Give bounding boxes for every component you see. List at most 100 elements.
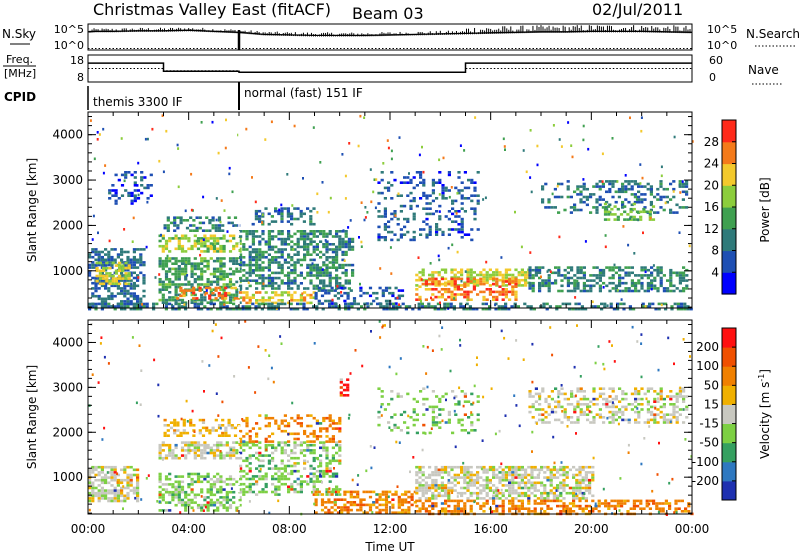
range-gate-cell bbox=[495, 291, 498, 294]
range-gate-cell bbox=[242, 449, 245, 452]
range-gate-cell bbox=[508, 484, 511, 487]
range-gate-cell bbox=[223, 499, 226, 502]
range-gate-cell bbox=[511, 474, 514, 477]
range-gate-cell bbox=[325, 430, 328, 433]
range-gate-cell bbox=[290, 223, 293, 226]
range-gate-cell bbox=[393, 413, 396, 416]
range-gate-cell bbox=[404, 498, 407, 501]
range-gate-cell bbox=[284, 452, 287, 455]
range-gate-cell bbox=[313, 433, 316, 436]
range-gate-cell bbox=[290, 433, 293, 436]
range-gate-cell bbox=[126, 479, 129, 482]
range-gate-cell bbox=[274, 491, 277, 494]
range-gate-cell bbox=[213, 481, 216, 484]
range-gate-cell bbox=[159, 278, 162, 281]
range-gate-cell bbox=[168, 299, 171, 302]
noise-cell bbox=[196, 240, 198, 243]
range-gate-cell bbox=[505, 288, 508, 291]
range-gate-cell bbox=[650, 191, 653, 194]
range-gate-cell bbox=[429, 233, 432, 236]
range-gate-cell bbox=[660, 269, 663, 272]
range-gate-cell bbox=[130, 489, 133, 492]
noise-cell bbox=[359, 283, 361, 286]
noise-cell bbox=[264, 138, 266, 141]
range-gate-cell bbox=[322, 274, 325, 277]
range-gate-cell bbox=[425, 207, 428, 210]
range-gate-cell bbox=[290, 417, 293, 420]
range-gate-cell bbox=[290, 215, 293, 218]
range-gate-cell bbox=[268, 285, 271, 288]
range-gate-cell bbox=[482, 296, 485, 299]
range-gate-cell bbox=[212, 227, 215, 230]
range-gate-cell bbox=[335, 444, 338, 447]
range-gate-cell bbox=[165, 299, 168, 302]
range-gate-cell bbox=[121, 264, 124, 267]
range-gate-cell bbox=[325, 493, 328, 496]
range-gate-cell bbox=[255, 256, 258, 259]
range-gate-cell bbox=[249, 230, 252, 233]
range-gate-cell bbox=[309, 266, 312, 269]
range-gate-cell bbox=[470, 194, 473, 197]
range-gate-cell bbox=[281, 279, 284, 282]
range-gate-cell bbox=[216, 283, 219, 286]
range-gate-cell bbox=[309, 230, 312, 233]
range-gate-cell bbox=[542, 305, 545, 308]
noise-cell bbox=[361, 245, 363, 248]
range-gate-cell bbox=[596, 274, 599, 277]
range-gate-cell bbox=[124, 272, 127, 275]
range-gate-cell bbox=[226, 240, 229, 243]
colorbar-tick-label: 16 bbox=[704, 200, 719, 214]
range-gate-cell bbox=[631, 185, 634, 188]
range-gate-cell bbox=[104, 248, 107, 251]
range-gate-cell bbox=[384, 187, 387, 190]
range-gate-cell bbox=[293, 441, 296, 444]
range-gate-cell bbox=[245, 422, 248, 425]
range-gate-cell bbox=[589, 285, 592, 288]
range-gate-cell bbox=[128, 275, 131, 278]
range-gate-cell bbox=[165, 248, 168, 251]
range-gate-cell bbox=[486, 271, 489, 274]
range-gate-cell bbox=[444, 484, 447, 487]
range-gate-cell bbox=[216, 507, 219, 510]
range-gate-cell bbox=[142, 261, 145, 264]
range-gate-cell bbox=[296, 207, 299, 210]
noise-cell bbox=[621, 298, 623, 301]
range-gate-cell bbox=[461, 223, 464, 226]
range-gate-cell bbox=[203, 283, 206, 286]
noise-cell bbox=[503, 138, 505, 141]
range-gate-cell bbox=[170, 421, 173, 424]
range-gate-cell bbox=[114, 476, 117, 479]
range-gate-cell bbox=[306, 274, 309, 277]
range-gate-cell bbox=[195, 297, 198, 300]
range-gate-cell bbox=[265, 414, 268, 417]
range-gate-cell bbox=[194, 303, 197, 306]
range-gate-cell bbox=[508, 482, 511, 485]
range-gate-cell bbox=[534, 482, 537, 485]
range-gate-cell bbox=[171, 299, 174, 302]
range-gate-cell bbox=[502, 479, 505, 482]
range-gate-cell bbox=[130, 259, 133, 262]
range-gate-cell bbox=[602, 274, 605, 277]
range-gate-cell bbox=[287, 294, 290, 297]
range-gate-cell bbox=[239, 285, 242, 288]
range-gate-cell bbox=[554, 282, 557, 285]
range-gate-cell bbox=[530, 482, 533, 485]
range-gate-cell bbox=[175, 288, 178, 291]
range-gate-cell bbox=[450, 280, 453, 283]
range-gate-cell bbox=[331, 491, 334, 494]
range-gate-cell bbox=[205, 216, 208, 219]
range-gate-cell bbox=[366, 504, 369, 507]
noise-cell bbox=[167, 255, 169, 258]
range-gate-cell bbox=[268, 279, 271, 282]
range-gate-cell bbox=[123, 469, 126, 472]
range-gate-cell bbox=[268, 259, 271, 262]
range-gate-cell bbox=[293, 488, 296, 491]
noise-cell bbox=[365, 216, 367, 219]
range-gate-cell bbox=[277, 213, 280, 216]
range-gate-cell bbox=[91, 492, 94, 495]
range-gate-cell bbox=[297, 230, 300, 233]
range-gate-cell bbox=[162, 265, 165, 268]
range-gate-cell bbox=[530, 471, 533, 474]
range-gate-cell bbox=[377, 215, 380, 218]
range-gate-cell bbox=[284, 274, 287, 277]
